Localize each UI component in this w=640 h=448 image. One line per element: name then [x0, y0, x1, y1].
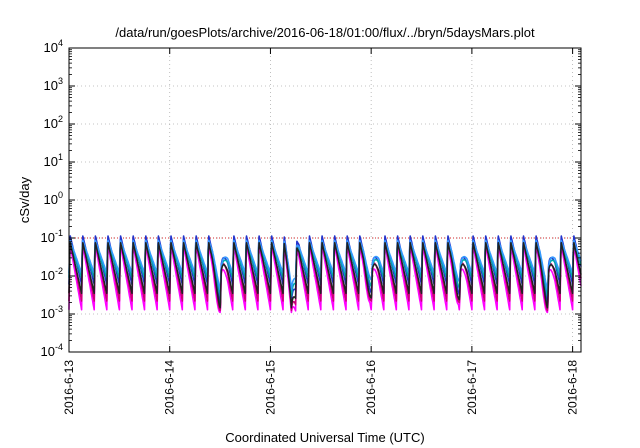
y-tick-label: 10-3: [41, 304, 63, 321]
x-axis-label: Coordinated Universal Time (UTC): [225, 430, 424, 445]
x-tick-label: 2016-6-15: [263, 360, 277, 415]
y-tick-label: 104: [44, 38, 63, 55]
chart-title: /data/run/goesPlots/archive/2016-06-18/0…: [115, 25, 535, 40]
series-line-5: [68, 239, 582, 291]
y-tick-label: 101: [44, 152, 63, 169]
y-axis: 10-4 10-3 10-2 10-1 100 101 102 103 104: [41, 38, 581, 359]
x-tick-label: 2016-6-13: [62, 360, 76, 415]
series-line-6: [68, 242, 582, 309]
y-axis-label: cSv/day: [17, 176, 32, 223]
y-tick-label: 103: [44, 76, 63, 93]
x-tick-label: 2016-6-14: [163, 360, 177, 415]
series-line-4: [68, 241, 582, 297]
grid: [69, 48, 581, 352]
series-group: [68, 235, 582, 314]
x-axis: 2016-6-13 2016-6-14 2016-6-15 2016-6-16 2016…: [62, 48, 580, 415]
y-tick-label: 100: [44, 190, 63, 207]
x-tick-label: 2016-6-17: [465, 360, 479, 415]
y-tick-label: 10-1: [41, 228, 63, 245]
series-line-1: [68, 244, 582, 314]
x-tick-label: 2016-6-16: [364, 360, 378, 415]
y-tick-label: 10-2: [41, 266, 63, 283]
x-tick-label: 2016-6-18: [566, 360, 580, 415]
y-tick-label: 102: [44, 114, 63, 131]
y-tick-label: 10-4: [41, 342, 63, 359]
